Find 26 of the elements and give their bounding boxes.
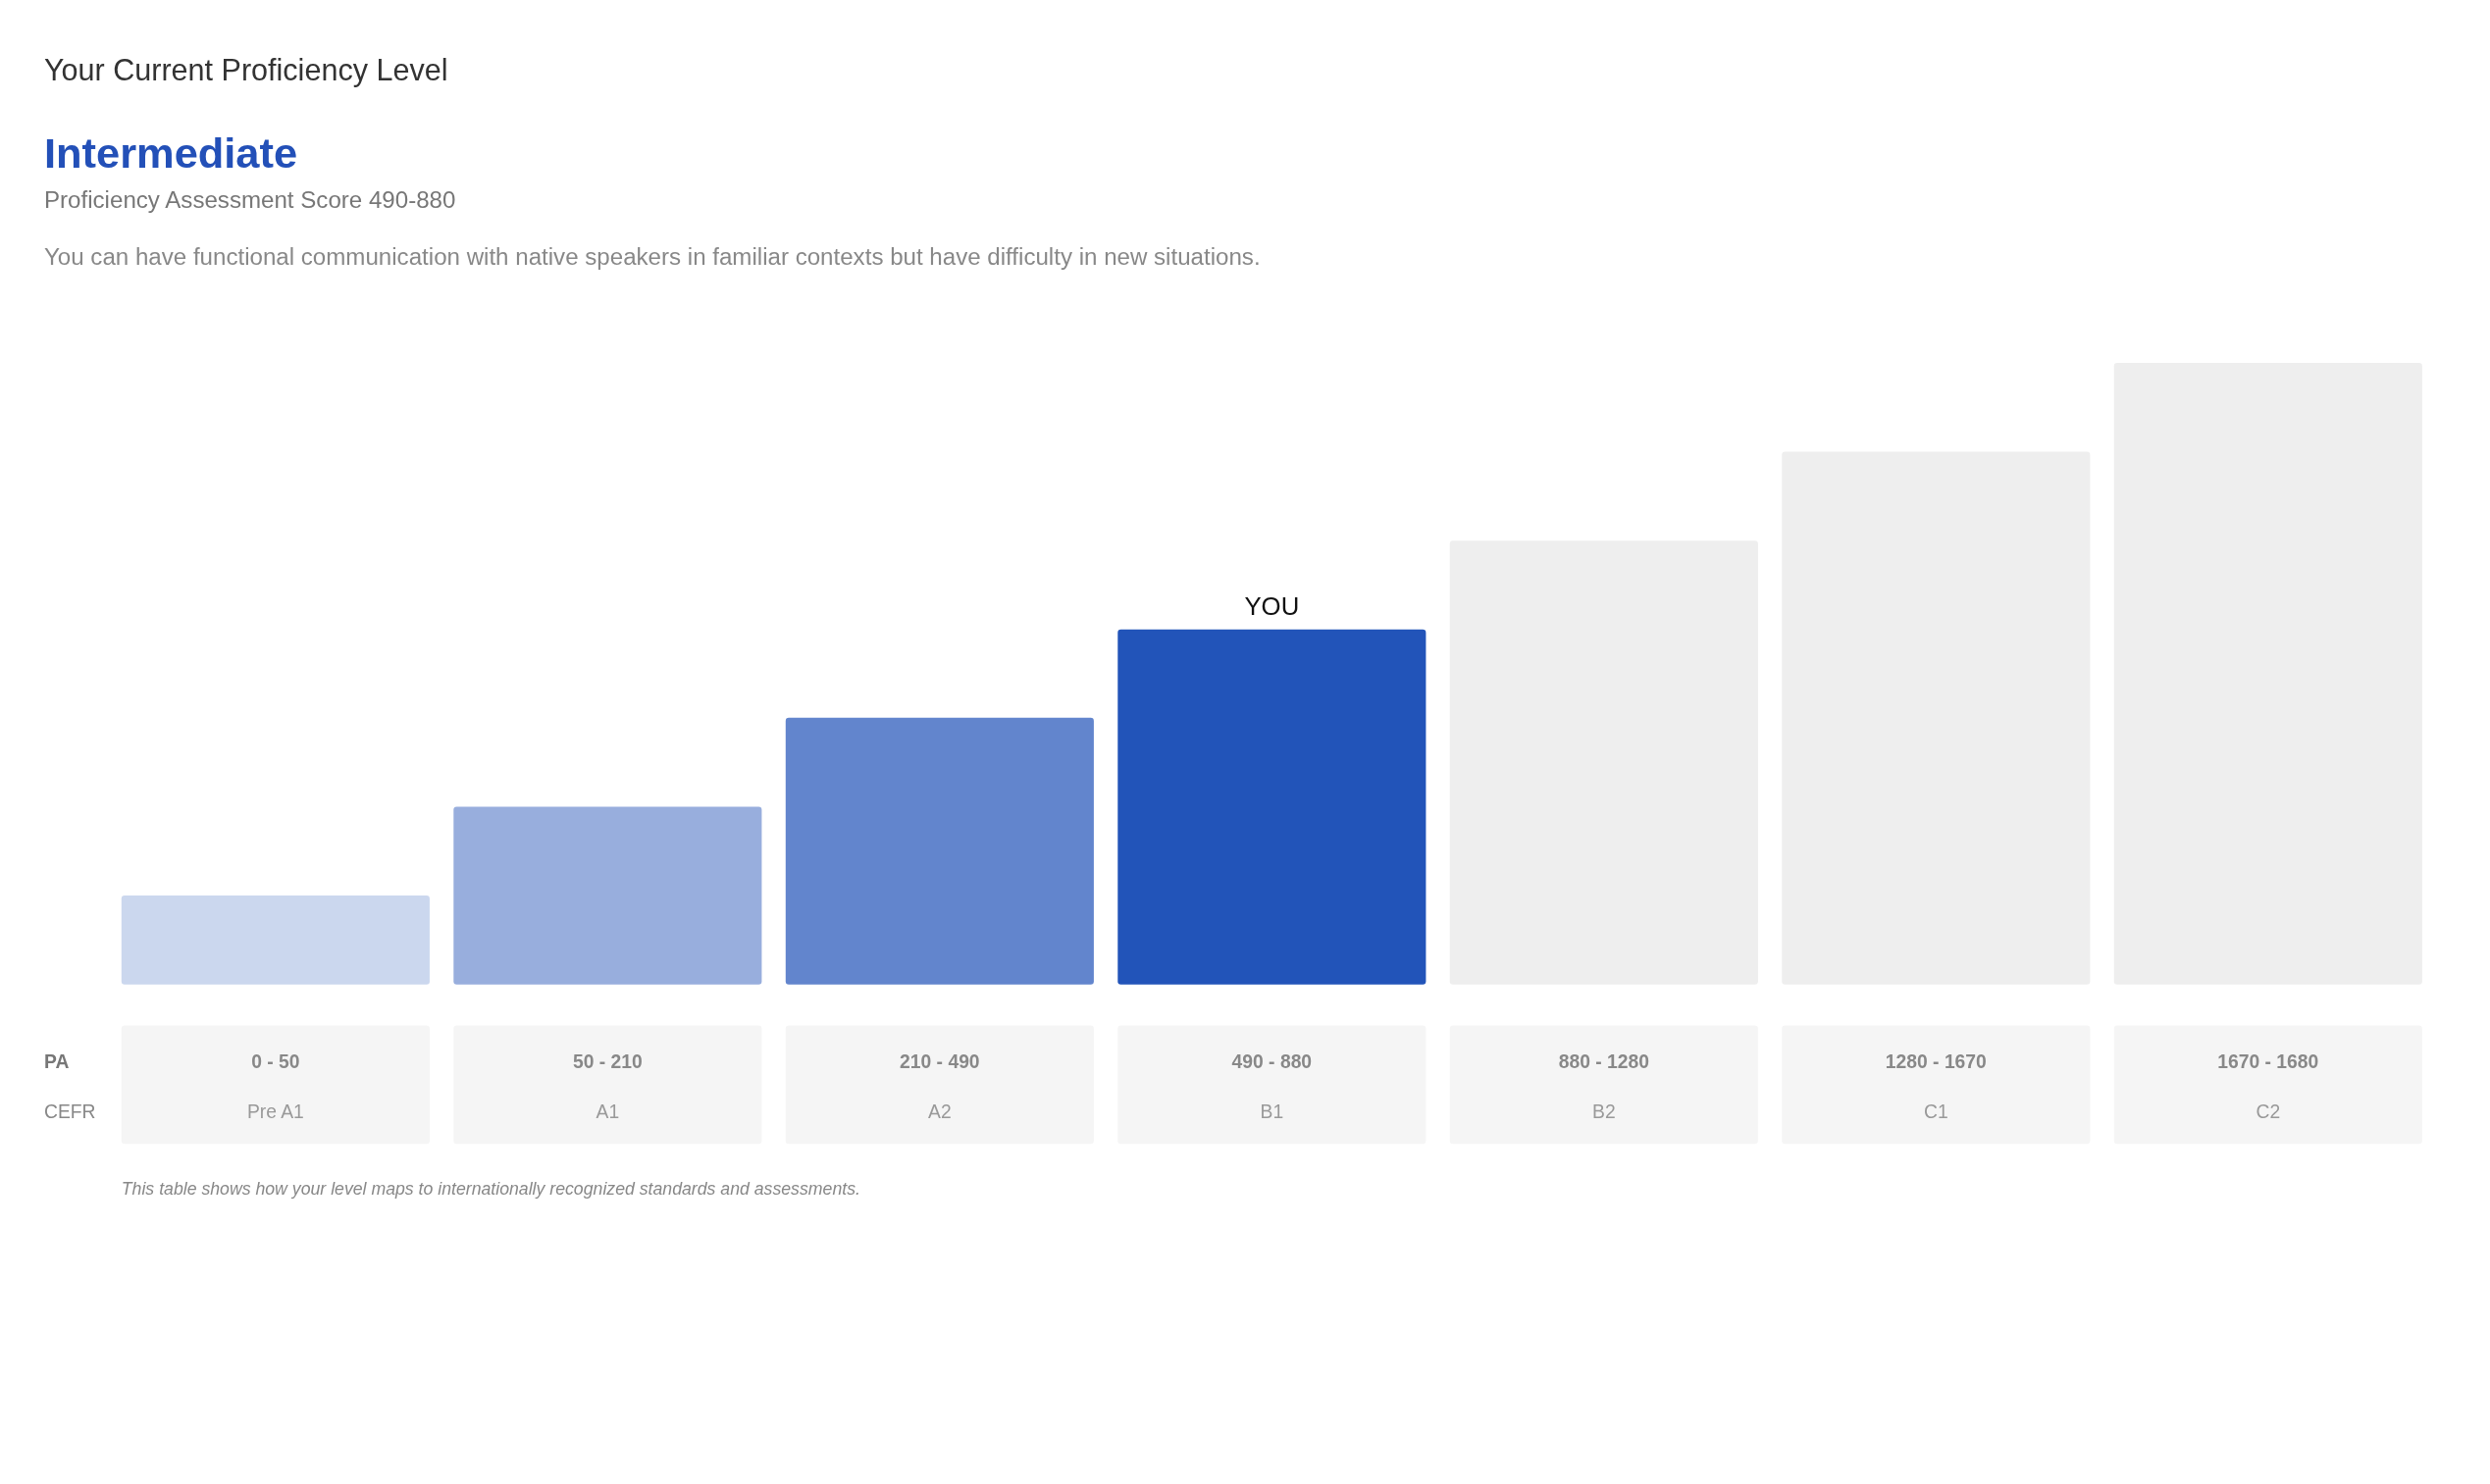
x-tick-label: 1670 - 1680 [2217,1050,2319,1072]
bar [453,806,762,985]
bar [121,896,430,985]
x-tick-label: 210 - 490 [900,1050,980,1072]
bar [1117,629,1427,985]
text: C2 [2256,1101,2281,1123]
x-tick-label: 490 - 880 [1231,1050,1313,1072]
bar [785,717,1094,985]
annotation: YOU [1244,592,1300,621]
text: B2 [1592,1101,1616,1123]
x-tick-label: 0 - 50 [251,1050,300,1072]
x-tick-label: 50 - 210 [572,1050,643,1072]
text: C1 [1923,1101,1948,1123]
text: Pre A1 [246,1101,304,1123]
chart-title: Your Current Proficiency Level [43,53,448,88]
text: A1 [596,1101,620,1123]
chart-subtitle: Intermediate [43,128,298,177]
text: This table shows how your level maps to internationally recognized standards and assessments. [121,1178,860,1199]
x-axis-title: PA [43,1050,70,1072]
text: You can have functional communication with native speakers in familiar contexts but have difficulty in new situations. [43,243,1261,271]
text: CEFR [43,1101,96,1123]
x-tick-label: 1280 - 1670 [1885,1050,1987,1072]
text: B1 [1260,1101,1284,1123]
text: A2 [928,1101,952,1123]
x-tick-label: 880 - 1280 [1558,1050,1649,1072]
text: Proficiency Assessment Score 490-880 [43,186,456,214]
